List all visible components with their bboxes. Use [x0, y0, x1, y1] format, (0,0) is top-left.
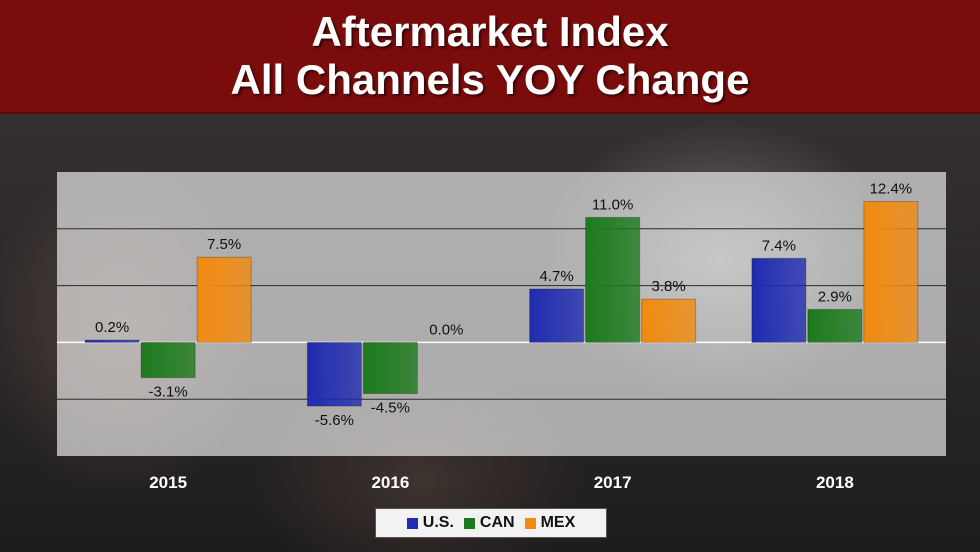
title-banner: Aftermarket Index All Channels YOY Chang…	[0, 0, 980, 114]
data-label-us-2017: 4.7%	[540, 268, 574, 285]
data-label-us-2018: 7.4%	[762, 237, 796, 254]
data-label-mex-2017: 3.8%	[652, 278, 686, 295]
legend-item-us: U.S.	[406, 514, 454, 532]
data-label-can-2017: 11.0%	[592, 196, 633, 213]
legend-label-us: U.S.	[422, 514, 454, 531]
legend-label-mex: MEX	[540, 514, 576, 531]
category-label-2017: 2017	[594, 473, 632, 492]
chart-legend: U.S. CAN MEX	[375, 508, 607, 538]
data-label-can-2015: -3.1%	[149, 384, 188, 401]
chart-title-line-1: Aftermarket Index	[311, 8, 669, 55]
legend-label-can: CAN	[479, 514, 515, 531]
bar-us-2017	[529, 288, 585, 343]
bar-mex-2018	[863, 201, 919, 343]
chart-title-line-2: All Channels YOY Change	[230, 56, 750, 103]
legend-item-mex: MEX	[524, 514, 576, 532]
bar-us-2018	[751, 257, 807, 343]
bar-us-2016	[306, 341, 362, 407]
legend-item-can: CAN	[463, 514, 515, 532]
data-label-us-2015: 0.2%	[95, 319, 129, 336]
legend-swatch-mex	[524, 517, 536, 529]
bar-can-2017	[585, 216, 641, 343]
legend-swatch-us	[406, 517, 418, 529]
bar-us-2015	[84, 339, 140, 343]
bar-can-2015	[140, 341, 196, 379]
data-label-us-2016: -5.6%	[315, 412, 354, 429]
bar-mex-2015	[196, 256, 252, 343]
bar-mex-2017	[641, 298, 697, 343]
data-label-mex-2015: 7.5%	[207, 236, 241, 253]
data-label-mex-2018: 12.4%	[870, 181, 913, 198]
data-label-can-2016: -4.5%	[371, 400, 410, 417]
data-label-can-2018: 2.9%	[818, 288, 852, 305]
legend-swatch-can	[463, 517, 475, 529]
category-label-2016: 2016	[371, 473, 409, 492]
data-label-mex-2016: 0.0%	[429, 321, 463, 338]
category-label-2015: 2015	[149, 473, 187, 492]
bar-can-2018	[807, 308, 863, 343]
bar-can-2016	[362, 341, 418, 395]
category-label-2018: 2018	[816, 473, 854, 492]
